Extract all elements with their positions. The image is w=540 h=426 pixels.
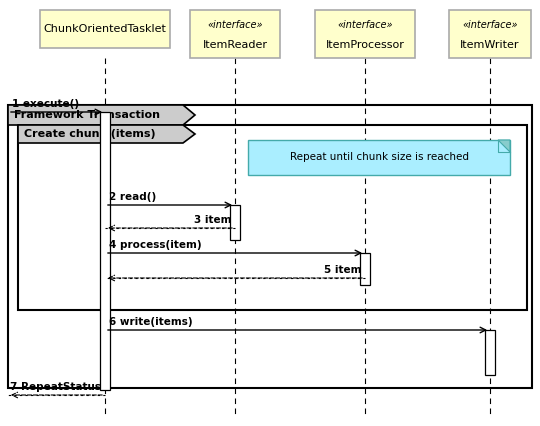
Bar — [230, 205, 240, 240]
Bar — [360, 253, 370, 285]
Text: ItemReader: ItemReader — [202, 40, 267, 49]
Bar — [248, 140, 510, 175]
Text: «interface»: «interface» — [462, 20, 518, 30]
Polygon shape — [18, 125, 195, 143]
Text: Create chunk (items): Create chunk (items) — [24, 129, 156, 139]
Text: Repeat until chunk size is reached: Repeat until chunk size is reached — [289, 153, 469, 162]
Text: ItemProcessor: ItemProcessor — [326, 40, 404, 49]
Text: «interface»: «interface» — [207, 20, 263, 30]
Text: 1 execute(): 1 execute() — [12, 99, 79, 109]
Bar — [100, 112, 110, 390]
Text: 2 read(): 2 read() — [109, 192, 156, 202]
Text: 7 RepeatStatus: 7 RepeatStatus — [10, 382, 101, 392]
Text: Framework Transaction: Framework Transaction — [14, 110, 160, 120]
Text: 4 process(item): 4 process(item) — [109, 240, 201, 250]
FancyBboxPatch shape — [40, 10, 170, 48]
Polygon shape — [498, 140, 510, 152]
FancyBboxPatch shape — [315, 10, 415, 58]
Text: «interface»: «interface» — [338, 20, 393, 30]
Text: 3 item: 3 item — [193, 215, 231, 225]
Text: 5 item: 5 item — [323, 265, 361, 275]
Polygon shape — [8, 105, 195, 125]
Text: ChunkOrientedTasklet: ChunkOrientedTasklet — [44, 24, 166, 34]
Text: ItemWriter: ItemWriter — [460, 40, 519, 49]
Bar — [485, 330, 495, 375]
FancyBboxPatch shape — [449, 10, 531, 58]
Bar — [8, 105, 532, 388]
FancyBboxPatch shape — [190, 10, 280, 58]
Bar — [18, 125, 527, 310]
Text: 6 write(items): 6 write(items) — [109, 317, 193, 327]
